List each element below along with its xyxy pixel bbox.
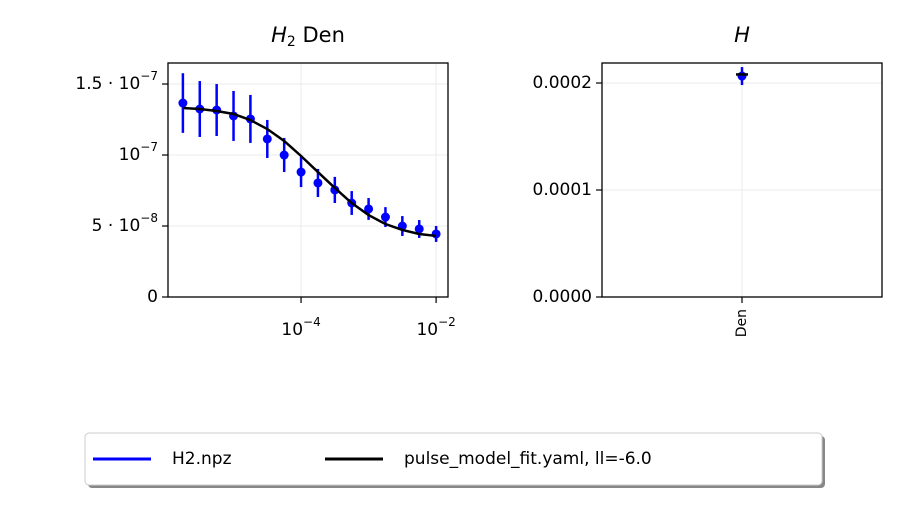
axes-frame [167, 62, 449, 298]
tick-exponent: −8 [140, 211, 158, 225]
fit-line [182, 106, 437, 238]
tick-exponent: −2 [438, 315, 456, 329]
tick-exponent: −7 [140, 69, 158, 83]
y-tick-label: 5 · 10−8 [92, 211, 158, 237]
chart-title: H2 Den [271, 23, 345, 50]
data-point [178, 98, 188, 108]
y-tick-label: 1.5 · 10−7 [75, 69, 158, 95]
data-point [330, 185, 340, 195]
tick-base: 5 · 10 [92, 216, 141, 236]
legend-label: pulse_model_fit.yaml, ll=-6.0 [404, 449, 652, 469]
tick-base: 0.0000 [533, 287, 592, 307]
tick-base: 0.0002 [533, 73, 592, 93]
y-tick-label: 0 [147, 287, 158, 307]
data-point [364, 204, 374, 214]
title-subscript: 2 [287, 34, 296, 50]
y-tick-label: 0.0000 [533, 287, 592, 307]
legend-label: H2.npz [172, 449, 232, 469]
data-point [279, 150, 289, 160]
chart-title: H [734, 23, 750, 47]
x-tick-label: 10−4 [281, 315, 320, 341]
data-point [414, 224, 424, 234]
title-rest: Den [296, 23, 345, 47]
data-point [313, 178, 323, 188]
data-point [296, 167, 306, 177]
tick-base: 10 [281, 320, 303, 340]
tick-base: 0.0001 [533, 180, 592, 200]
data-point [380, 212, 390, 222]
axes-frame [601, 62, 883, 298]
title-symbol: H [271, 23, 287, 47]
y-tick-label: 0.0001 [533, 180, 592, 200]
data-point [431, 229, 441, 239]
data-point [262, 134, 272, 144]
tick-base: 10 [416, 320, 438, 340]
tick-exponent: −4 [303, 315, 321, 329]
tick-exponent: −7 [140, 140, 158, 154]
data-point [737, 71, 747, 81]
tick-base: 1.5 · 10 [75, 74, 140, 94]
y-tick-label: 0.0002 [533, 73, 592, 93]
y-tick-label: 10−7 [119, 140, 158, 166]
title-symbol: H [734, 23, 750, 47]
legend-box [84, 432, 823, 486]
x-tick-label: 10−2 [416, 315, 455, 341]
x-tick-label: Den [734, 309, 750, 337]
tick-base: 10 [119, 145, 141, 165]
